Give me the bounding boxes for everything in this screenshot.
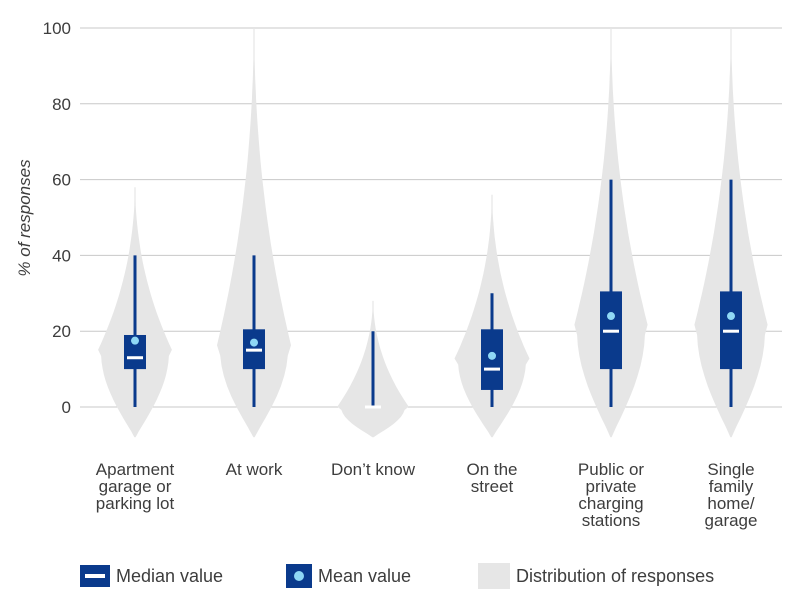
x-tick-label-0: Apartment garage or parking lot bbox=[96, 460, 175, 513]
x-tick-label-1: At work bbox=[226, 460, 283, 479]
y-tick-label-0: 0 bbox=[62, 398, 71, 417]
chart-area: % of responses 0 20 40 60 80 100 Apartment gar… bbox=[15, 19, 782, 530]
legend-label-median: Median value bbox=[116, 566, 224, 586]
median-swatch bbox=[80, 565, 110, 587]
category-labels: Apartment garage or parking lot At work Don’… bbox=[96, 460, 758, 530]
distribution-swatch bbox=[478, 563, 510, 589]
x-tick-label-4: Public or private charging stations bbox=[578, 460, 644, 530]
legend-label-distribution: Distribution of responses bbox=[516, 566, 715, 586]
x-tick-label-5: Single family home/garage bbox=[705, 460, 758, 530]
violin-1 bbox=[217, 28, 291, 438]
y-tick-label-100: 100 bbox=[43, 19, 71, 38]
legend: Median value Mean value Distribution of … bbox=[0, 562, 790, 590]
boxplots bbox=[124, 179, 742, 409]
y-tick-label-60: 60 bbox=[52, 171, 71, 190]
violins bbox=[98, 28, 768, 438]
y-tick-label-20: 20 bbox=[52, 322, 71, 341]
gridlines: 0 20 40 60 80 100 bbox=[43, 19, 782, 417]
mean-marker-5 bbox=[727, 312, 735, 321]
legend-item-distribution: Distribution of responses bbox=[478, 562, 714, 590]
legend-item-mean: Mean value bbox=[286, 562, 411, 590]
y-axis-label: % of responses bbox=[15, 159, 34, 277]
y-tick-label-40: 40 bbox=[52, 246, 71, 265]
mean-marker-0 bbox=[131, 336, 139, 345]
mean-marker-1 bbox=[250, 338, 258, 347]
mean-marker-4 bbox=[607, 312, 615, 321]
mean-marker-3 bbox=[488, 351, 496, 360]
y-tick-label-80: 80 bbox=[52, 95, 71, 114]
x-tick-label-3: On the street bbox=[466, 460, 517, 496]
legend-item-median: Median value bbox=[80, 562, 223, 590]
x-tick-label-2: Don’t know bbox=[331, 460, 416, 479]
mean-swatch bbox=[286, 564, 312, 588]
box-0 bbox=[124, 334, 146, 370]
legend-label-mean: Mean value bbox=[318, 566, 412, 586]
